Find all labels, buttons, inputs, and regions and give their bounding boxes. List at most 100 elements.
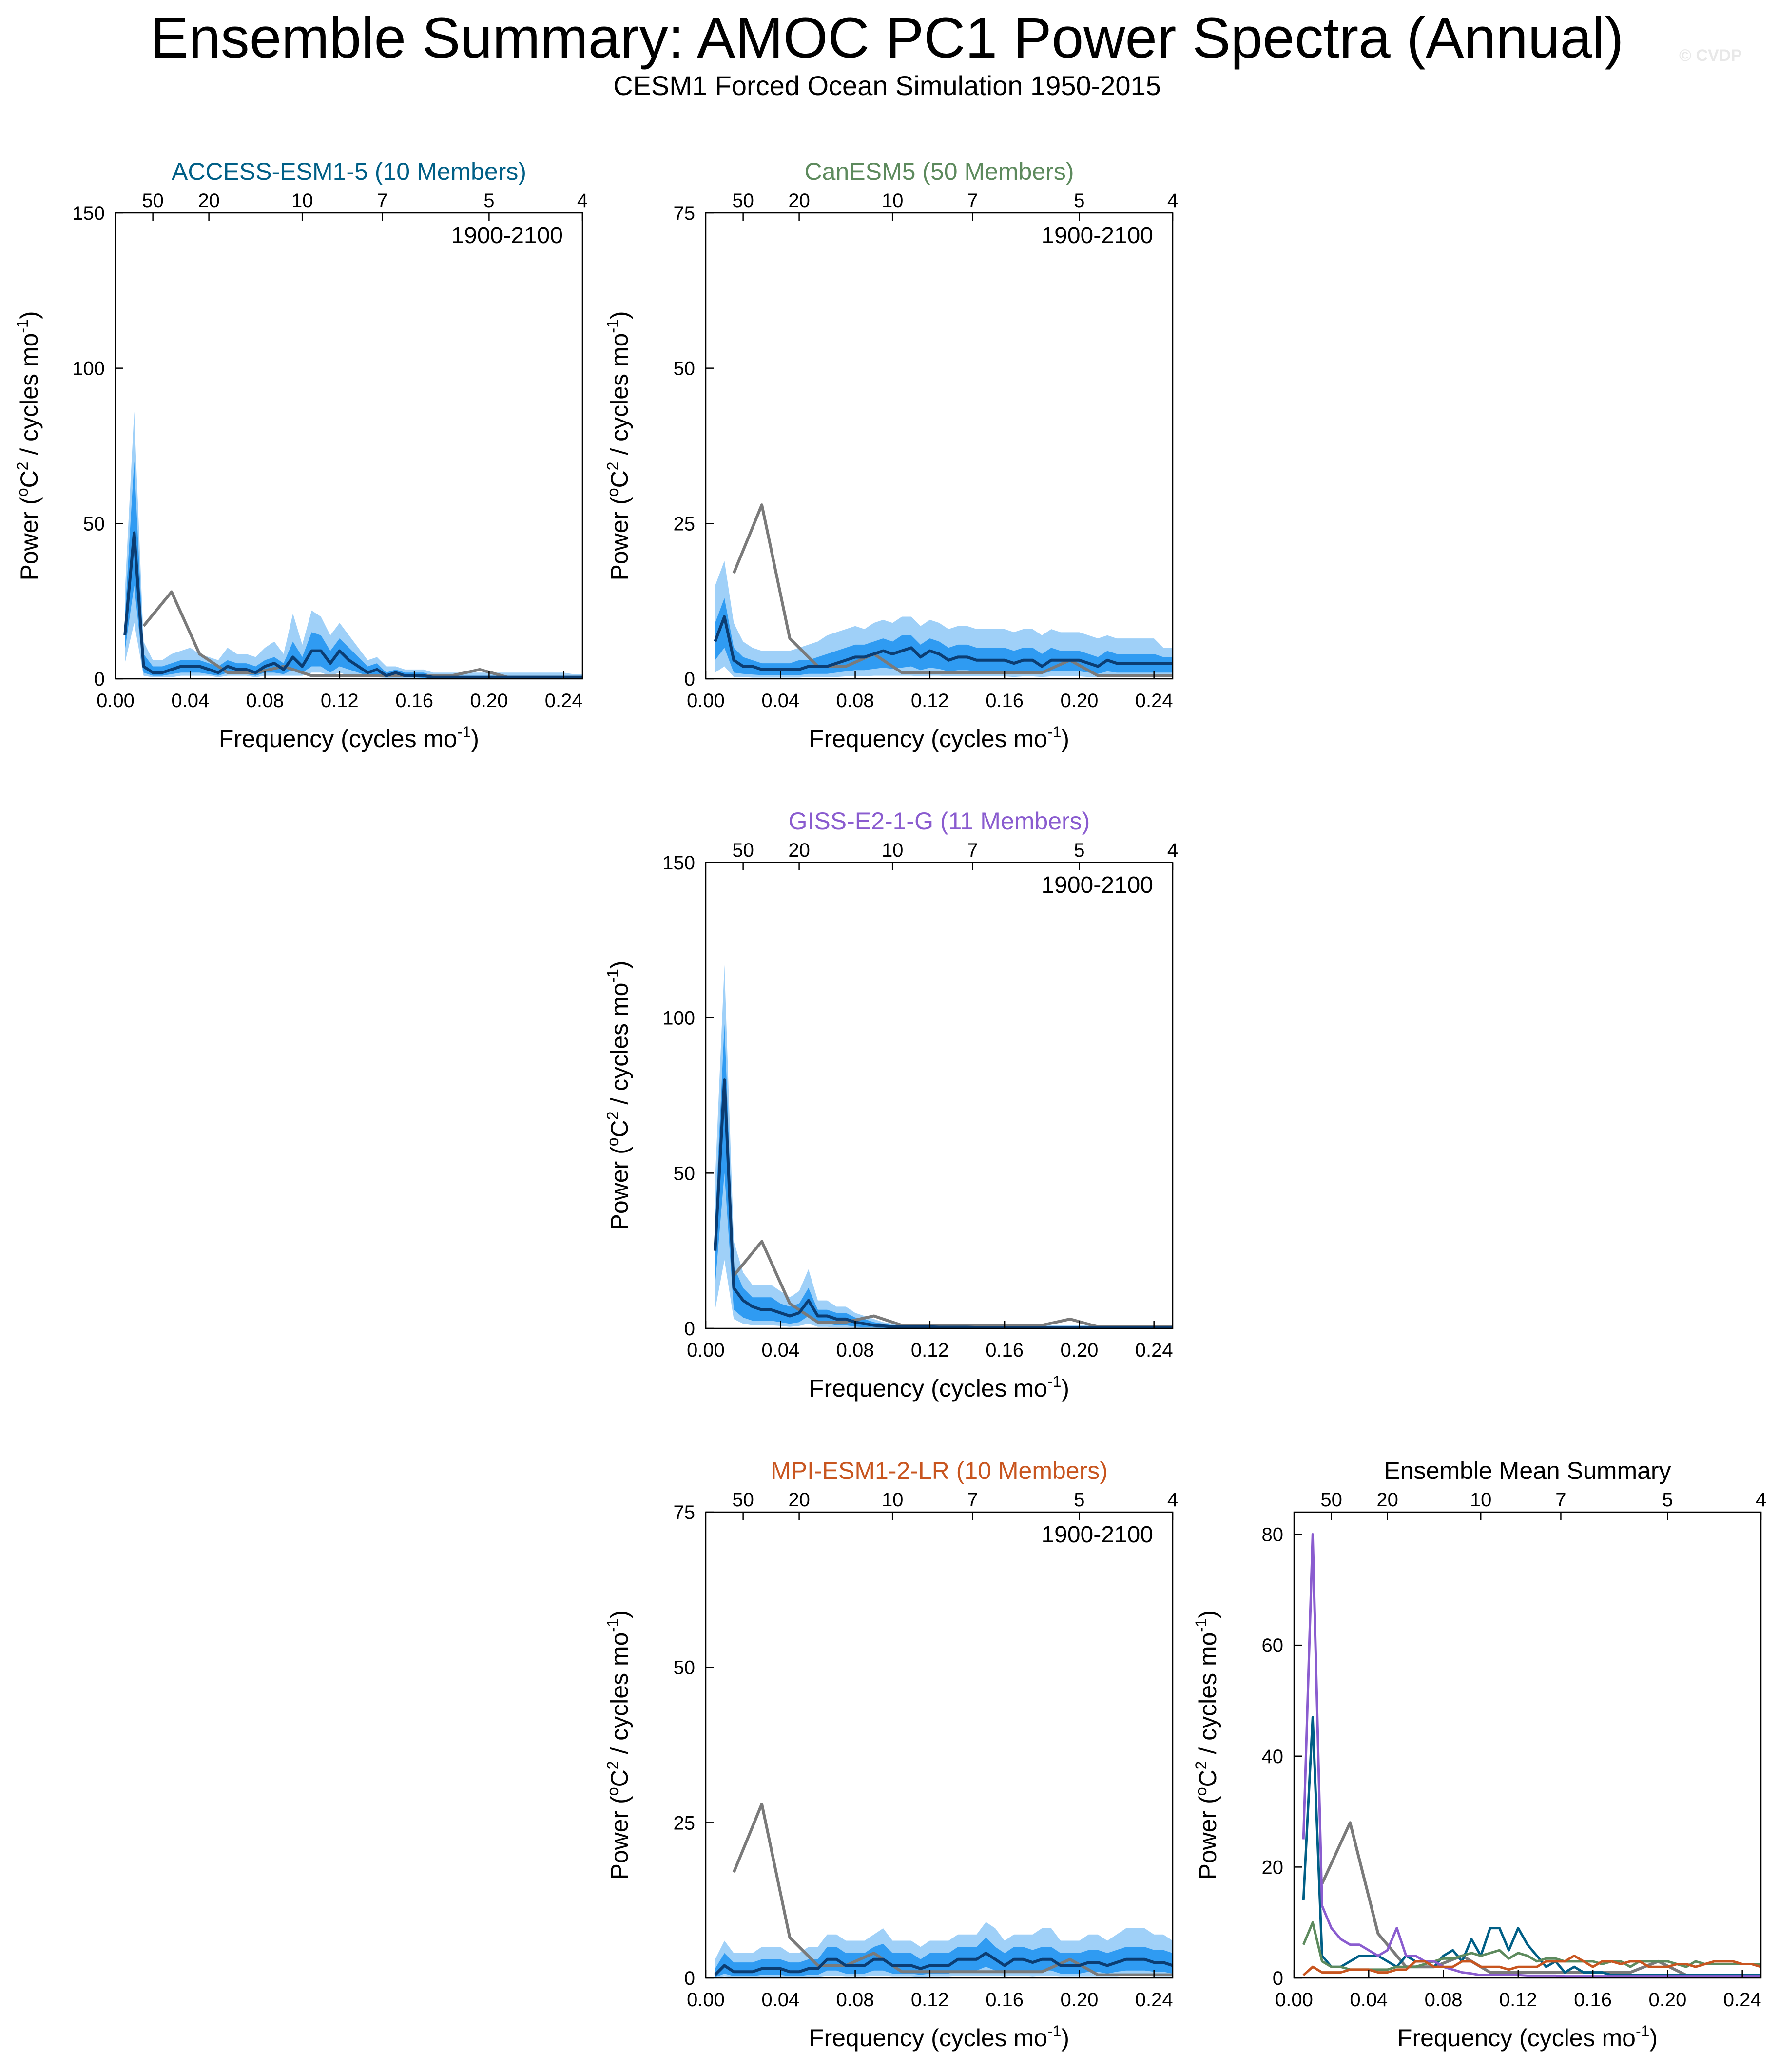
y-axis-label-main: Power ( xyxy=(1194,1796,1221,1880)
x-tick-label: 0.04 xyxy=(171,690,209,711)
spread-band-outer xyxy=(715,965,1173,1328)
y-axis-label-part: C xyxy=(16,470,43,488)
y-axis-label-sup: -1 xyxy=(604,1618,621,1632)
x-tick-label: 0.04 xyxy=(761,1340,799,1361)
top-tick-label: 50 xyxy=(142,190,164,211)
top-tick-label: 4 xyxy=(1756,1489,1766,1511)
plot-frame xyxy=(705,1511,1174,1979)
top-tick-label: 4 xyxy=(1167,190,1178,211)
x-axis-label: Frequency (cycles mo-1) xyxy=(809,723,1069,752)
observed-spectrum-line xyxy=(1320,1821,1761,1977)
top-tick-label: 5 xyxy=(1662,1489,1673,1511)
y-tick-label: 50 xyxy=(674,1657,696,1679)
y-axis-label-main: Power ( xyxy=(606,1146,633,1230)
x-axis-label-sup: -1 xyxy=(1047,723,1061,741)
top-tick-label: 10 xyxy=(1470,1489,1492,1511)
series-line-mpi-esm1-2-lr xyxy=(1302,1955,1761,1976)
panel-giss: 0.00 0.04 0.08 0.12 0.16 0.20 0.24 0 50 100 150 50 2… xyxy=(604,807,1178,1402)
x-axis-label-main: Frequency (cycles mo xyxy=(809,725,1047,752)
x-axis-label-end: ) xyxy=(1061,2024,1069,2052)
y-axis-label-sup: -1 xyxy=(1192,1618,1210,1632)
period-label: 1900-2100 xyxy=(1041,872,1153,898)
figure-subtitle: CESM1 Forced Ocean Simulation 1950-2015 xyxy=(613,70,1161,101)
x-tick-label: 0.20 xyxy=(1060,690,1098,711)
y-axis-label-sup: -1 xyxy=(604,969,621,982)
series-line-canesm5 xyxy=(1302,1921,1761,1971)
x-tick-label: 0.16 xyxy=(1574,1989,1612,2011)
top-tick-label: 7 xyxy=(967,1489,978,1511)
y-tick-label: 25 xyxy=(674,1812,696,1834)
y-axis-label-end: ) xyxy=(16,311,43,319)
x-tick-label: 0.20 xyxy=(1648,1989,1686,2011)
plot-frame xyxy=(705,212,1174,680)
top-tick-label: 4 xyxy=(1167,840,1178,861)
figure-title: Ensemble Summary: AMOC PC1 Power Spectra… xyxy=(150,6,1624,70)
y-axis-label-part: / cycles mo xyxy=(606,1632,633,1761)
ensemble-mean-line xyxy=(714,1952,1173,1976)
y-axis-label-part: / cycles mo xyxy=(16,333,43,462)
x-axis-label-sup: -1 xyxy=(1636,2022,1649,2040)
y-tick-label: 20 xyxy=(1262,1857,1284,1878)
spread-band-inner xyxy=(715,1938,1173,1977)
y-axis-label-part: C xyxy=(1194,1769,1221,1787)
spread-band-outer xyxy=(715,560,1173,678)
top-tick-label: 7 xyxy=(967,190,978,211)
top-tick-label: 5 xyxy=(1074,840,1084,861)
top-tick-label: 4 xyxy=(577,190,588,211)
y-axis-label-sup: o xyxy=(14,488,31,497)
y-axis-label-part: / cycles mo xyxy=(1194,1632,1221,1761)
plot-frame xyxy=(705,862,1174,1329)
y-axis-label-sup: o xyxy=(1192,1787,1210,1796)
x-tick-label: 0.16 xyxy=(986,1989,1024,2011)
x-tick-label: 0.00 xyxy=(97,690,135,711)
x-tick-label: 0.16 xyxy=(986,690,1024,711)
top-tick-label: 10 xyxy=(882,840,904,861)
x-axis-label-sup: -1 xyxy=(1047,1373,1061,1390)
y-axis-label: Power (oC2 / cycles mo-1) xyxy=(604,960,633,1230)
x-tick-label: 0.00 xyxy=(687,1989,725,2011)
plot-frame xyxy=(1293,1511,1762,1979)
y-axis-label-sup: 2 xyxy=(604,1761,621,1770)
y-axis-label-end: ) xyxy=(606,311,633,319)
y-tick-label: 60 xyxy=(1262,1635,1284,1656)
top-tick-label: 7 xyxy=(377,190,387,211)
plot-area xyxy=(123,411,582,679)
top-tick-label: 4 xyxy=(1167,1489,1178,1511)
x-tick-label: 0.20 xyxy=(1060,1989,1098,2011)
top-tick-label: 10 xyxy=(291,190,313,211)
top-tick-label: 7 xyxy=(1555,1489,1566,1511)
top-tick-label: 20 xyxy=(788,840,810,861)
y-axis-label-sup: o xyxy=(604,488,621,497)
top-tick-label: 50 xyxy=(732,1489,754,1511)
y-axis-label-sup: 2 xyxy=(604,462,621,471)
top-tick-label: 5 xyxy=(1074,1489,1084,1511)
y-tick-label: 0 xyxy=(1273,1968,1283,1989)
x-axis-label-main: Frequency (cycles mo xyxy=(809,1375,1047,1402)
y-axis-label: Power (oC2 / cycles mo-1) xyxy=(604,311,633,580)
period-label: 1900-2100 xyxy=(451,223,563,249)
y-axis-label: Power (oC2 / cycles mo-1) xyxy=(1192,1610,1221,1880)
series-line-access-esm1-5 xyxy=(1302,1716,1761,1976)
x-tick-label: 0.24 xyxy=(1135,1989,1173,2011)
y-axis-label: Power (oC2 / cycles mo-1) xyxy=(604,1610,633,1880)
y-tick-label: 0 xyxy=(684,669,695,690)
period-label: 1900-2100 xyxy=(1041,1522,1153,1548)
spread-band-inner xyxy=(715,1024,1173,1328)
panel-title: MPI-ESM1-2-LR (10 Members) xyxy=(771,1457,1108,1484)
top-tick-label: 50 xyxy=(732,840,754,861)
observed-spectrum-line xyxy=(732,1803,1173,1976)
y-axis-label-sup: o xyxy=(604,1787,621,1796)
panel-title: GISS-E2-1-G (11 Members) xyxy=(789,807,1090,835)
x-tick-label: 0.20 xyxy=(1060,1340,1098,1361)
x-tick-label: 0.08 xyxy=(836,690,874,711)
plot-area xyxy=(714,965,1173,1328)
y-axis-label-part: C xyxy=(606,1769,633,1787)
top-tick-label: 10 xyxy=(882,1489,904,1511)
y-tick-label: 0 xyxy=(684,1968,695,1989)
top-tick-label: 20 xyxy=(1376,1489,1398,1511)
y-tick-label: 25 xyxy=(674,513,696,535)
y-tick-label: 150 xyxy=(72,203,105,224)
